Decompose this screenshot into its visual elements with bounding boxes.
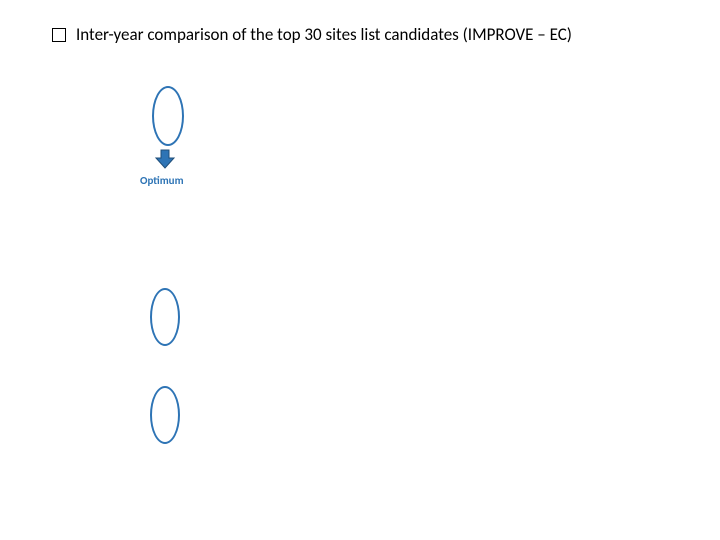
bullet-square-icon bbox=[52, 28, 66, 42]
slide-title: Inter-year comparison of the top 30 site… bbox=[76, 24, 572, 45]
slide: Inter-year comparison of the top 30 site… bbox=[0, 0, 720, 540]
ellipse-2 bbox=[150, 288, 180, 346]
ellipse-3 bbox=[150, 386, 180, 444]
title-row: Inter-year comparison of the top 30 site… bbox=[52, 24, 572, 45]
down-arrow-icon bbox=[154, 148, 176, 175]
ellipse-1 bbox=[152, 86, 184, 146]
optimum-label: Optimum bbox=[140, 174, 184, 187]
